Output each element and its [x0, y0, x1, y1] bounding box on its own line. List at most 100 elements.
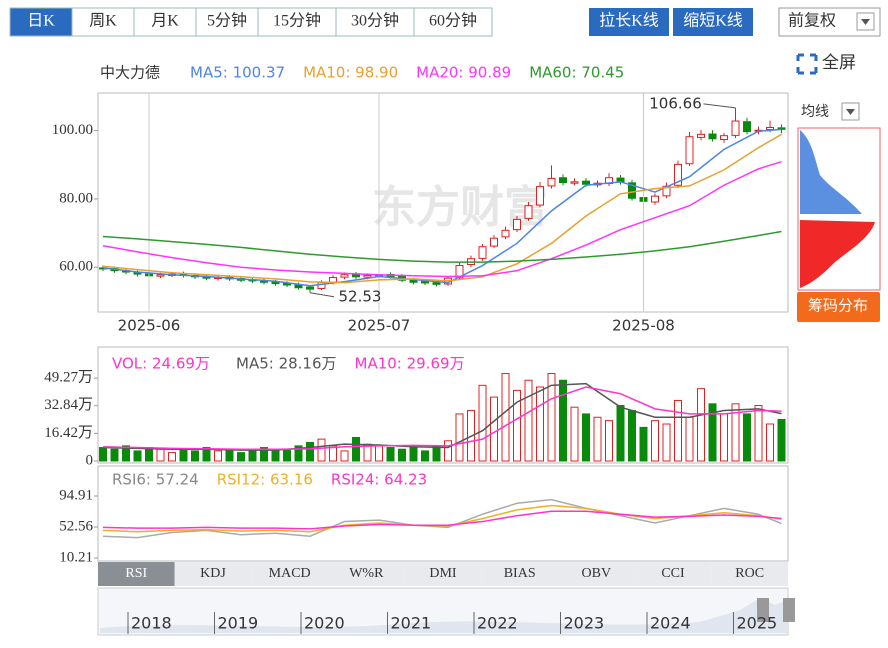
- indicator-tab[interactable]: DMI: [429, 566, 457, 581]
- candle-body: [352, 273, 360, 278]
- indicator-tab[interactable]: KDJ: [200, 566, 226, 581]
- period-tab[interactable]: 15分钟: [273, 12, 321, 30]
- candle-body: [329, 276, 337, 283]
- fullscreen-icon[interactable]: [796, 53, 818, 75]
- annotation-arrow: [703, 103, 736, 109]
- indicator-tab-bg[interactable]: [98, 562, 175, 586]
- volume-bar: [708, 403, 717, 462]
- volume-bar: [651, 420, 659, 462]
- indicator-tab[interactable]: W%R: [349, 566, 384, 581]
- y-tick-label: 49.27万: [44, 370, 93, 386]
- candle-body: [731, 120, 740, 136]
- candle-body: [582, 180, 590, 185]
- volume-bar: [225, 448, 234, 462]
- chip-blue: [800, 130, 862, 214]
- volume-bar: [754, 405, 763, 462]
- indicator-tab[interactable]: BIAS: [504, 566, 536, 581]
- legend: MA60: 70.45: [529, 64, 624, 82]
- legend: MA5: 28.16万: [236, 355, 337, 373]
- candle-body: [524, 205, 533, 219]
- indicator-tab[interactable]: ROC: [735, 566, 764, 581]
- candle-body: [766, 127, 774, 131]
- adjust-select[interactable]: 前复权: [788, 12, 836, 30]
- volume-bar: [352, 436, 360, 462]
- fullscreen[interactable]: 全屏: [822, 53, 856, 72]
- nav-handle[interactable]: [783, 598, 795, 622]
- volume-bar: [110, 448, 119, 462]
- volume-bar: [478, 384, 487, 462]
- y-tick-label: 94.91: [59, 487, 93, 503]
- period-tab[interactable]: 日K: [27, 13, 55, 30]
- indicator-tab-bg[interactable]: [558, 562, 635, 586]
- toolbar-button[interactable]: 缩短K线: [683, 12, 743, 30]
- period-tab[interactable]: 30分钟: [351, 12, 399, 30]
- volume-bar: [501, 373, 510, 462]
- indicator-tab[interactable]: CCI: [661, 566, 685, 581]
- volume-bar: [99, 447, 107, 462]
- volume-bar: [156, 448, 165, 462]
- volume-bar: [386, 447, 395, 462]
- candle-body: [651, 195, 659, 203]
- stock-name: 中大力德: [100, 64, 160, 82]
- volume-bar: [639, 426, 648, 462]
- volume-bar: [122, 445, 130, 462]
- indicator-tab-bg[interactable]: [711, 562, 788, 586]
- legend: VOL: 24.69万: [112, 355, 210, 373]
- period-tab-bg[interactable]: [413, 7, 493, 37]
- volume-bar: [628, 410, 636, 462]
- period-tab-bg[interactable]: [257, 7, 337, 37]
- indicator-tab-bg[interactable]: [251, 562, 328, 586]
- candle-body: [513, 218, 521, 231]
- volume-bar: [720, 413, 728, 462]
- series-line: [102, 133, 782, 284]
- indicator-tab-bg[interactable]: [634, 562, 712, 586]
- indicator-tab[interactable]: MACD: [269, 566, 311, 581]
- volume-bar: [202, 447, 211, 462]
- y-tick-label: 0: [86, 452, 94, 468]
- period-tab[interactable]: 5分钟: [207, 12, 247, 30]
- chip-button-bg[interactable]: [797, 292, 880, 322]
- volume-bar: [398, 448, 406, 462]
- candle-body: [674, 163, 682, 186]
- toolbar-button[interactable]: 拉长K线: [599, 12, 659, 30]
- candle-body: [743, 121, 751, 133]
- legend: RSI6: 57.24: [112, 471, 199, 489]
- nav-handle[interactable]: [757, 598, 769, 622]
- y-tick-label: 80.00: [59, 190, 93, 206]
- indicator-tab[interactable]: OBV: [582, 566, 612, 581]
- toolbar-button-bg[interactable]: [673, 8, 753, 36]
- indicator-tab-bg[interactable]: [481, 562, 558, 586]
- indicator-tab-bg[interactable]: [404, 562, 482, 586]
- y-tick-label: 32.84万: [44, 397, 93, 413]
- volume-bar: [214, 450, 222, 462]
- period-tab-bg[interactable]: [335, 7, 415, 37]
- series-line: [102, 498, 782, 539]
- volume-bar: [317, 438, 326, 462]
- volume-bar: [191, 450, 199, 462]
- candle-body: [363, 274, 372, 278]
- period-tab[interactable]: 月K: [151, 13, 179, 30]
- indicator-tab[interactable]: RSI: [125, 566, 147, 581]
- period-tab[interactable]: 周K: [89, 13, 117, 30]
- ma-select[interactable]: 均线: [801, 104, 829, 120]
- candle-body: [685, 136, 694, 165]
- year-label: 2021: [391, 614, 432, 633]
- volume-bar: [306, 442, 314, 462]
- candle-body: [421, 281, 429, 284]
- volume-bar: [697, 388, 705, 462]
- price-pane: [97, 92, 789, 313]
- volume-bar: [432, 445, 441, 462]
- series-line: [102, 128, 782, 287]
- legend: MA10: 29.69万: [355, 355, 465, 373]
- chip-button[interactable]: 筹码分布: [808, 297, 868, 314]
- period-tab[interactable]: 60分钟: [429, 12, 477, 30]
- indicator-tab-bg[interactable]: [328, 562, 405, 586]
- series-line: [102, 160, 782, 278]
- period-tab-bg[interactable]: [195, 7, 259, 37]
- series-line: [102, 510, 782, 530]
- legend: MA5: 100.37: [190, 64, 285, 82]
- indicator-tab-bg[interactable]: [174, 562, 252, 586]
- year-label: 2022: [477, 614, 518, 633]
- y-tick-label: 52.56: [59, 518, 93, 534]
- toolbar-button-bg[interactable]: [589, 8, 669, 36]
